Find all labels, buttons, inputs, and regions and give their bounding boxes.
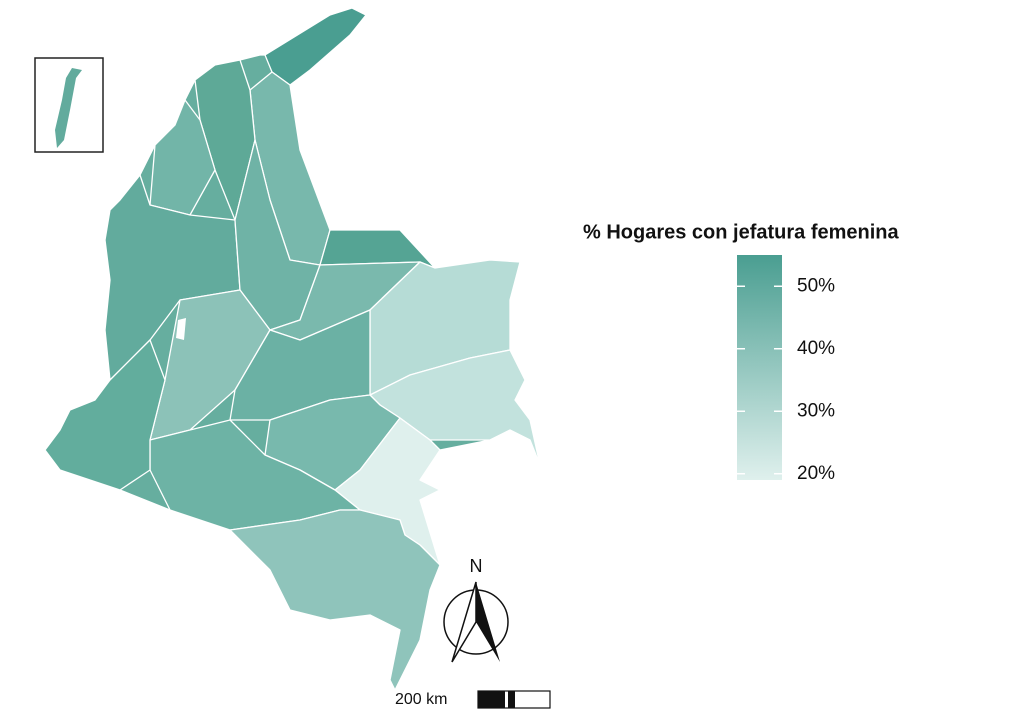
legend-tick-label: 20% bbox=[797, 463, 835, 484]
arrow-dark bbox=[476, 582, 500, 662]
legend-tick-label: 50% bbox=[797, 275, 835, 296]
legend-tick-label: 40% bbox=[797, 338, 835, 359]
inset bbox=[34, 57, 104, 153]
lake bbox=[176, 318, 186, 340]
color-bar bbox=[737, 255, 782, 480]
region bbox=[264, 7, 367, 86]
region bbox=[44, 339, 166, 491]
colombia-map bbox=[44, 7, 541, 691]
scale-segment bbox=[508, 691, 515, 708]
north-arrow: N bbox=[443, 556, 509, 663]
legend-tick-label: 30% bbox=[797, 400, 835, 421]
scale-bar: 200 km bbox=[395, 690, 551, 709]
scale-segment bbox=[478, 691, 505, 708]
legend: % Hogares con jefatura femenina 50% 40% 30… bbox=[583, 221, 900, 483]
inset-island bbox=[55, 68, 82, 148]
legend-title: % Hogares con jefatura femenina bbox=[583, 221, 900, 243]
region bbox=[229, 509, 441, 691]
arrow-light bbox=[451, 581, 477, 663]
north-label: N bbox=[470, 556, 483, 576]
scale-label: 200 km bbox=[395, 691, 447, 708]
